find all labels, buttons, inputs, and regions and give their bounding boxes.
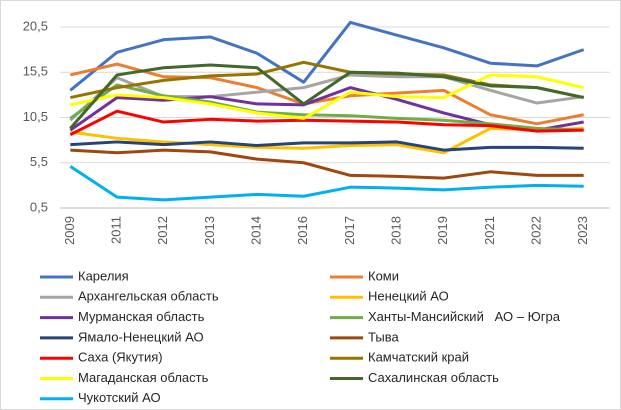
x-tick-label: 2016 (295, 216, 310, 245)
legend-label: Сахалинская область (368, 370, 499, 385)
legend-label: Ненецкий АО (368, 289, 449, 304)
legend-label: Карелия (78, 268, 129, 283)
legend-label: Ямало-Ненецкий АО (78, 329, 204, 344)
y-tick-label: 0,5 (30, 199, 48, 214)
x-tick-label: 2013 (202, 216, 217, 245)
series-line (69, 62, 584, 126)
y-tick-label: 20,5 (23, 18, 48, 33)
y-tick-label: 10,5 (23, 109, 48, 124)
legend-label: Магаданская область (78, 370, 209, 385)
x-tick-label: 2022 (528, 216, 543, 245)
x-tick-label: 2009 (62, 216, 77, 245)
series-line (69, 83, 584, 132)
y-tick-label: 5,5 (30, 154, 48, 169)
legend-label: Саха (Якутия) (78, 350, 163, 365)
series-line (69, 109, 584, 137)
series-line (69, 63, 584, 130)
x-tick-label: 2014 (248, 216, 263, 245)
legend-label: Тыва (368, 329, 399, 344)
legend-label: Камчатский край (368, 350, 469, 365)
series-line (70, 148, 584, 180)
x-tick-label: 2011 (108, 216, 123, 244)
x-tick-label: 2017 (342, 216, 357, 245)
x-tick-label: 2012 (155, 216, 170, 245)
series-line (69, 20, 585, 92)
legend-label: Чукотский АО (78, 390, 161, 405)
legend-label: Ханты-Мансийский АО – Югра (368, 309, 561, 324)
x-tick-label: 2021 (482, 216, 497, 245)
x-tick-label: 2023 (575, 216, 590, 245)
series-line (70, 126, 584, 155)
legend-label: Коми (368, 268, 399, 283)
x-tick-label: 2018 (388, 216, 403, 245)
x-tick-label: 2019 (435, 216, 450, 245)
y-tick-label: 15,5 (23, 64, 48, 79)
series-line (69, 165, 584, 202)
legend-label: Архангельская область (78, 289, 219, 304)
series-line (70, 140, 584, 152)
legend-label: Мурманская область (78, 309, 205, 324)
series-line (70, 73, 585, 120)
